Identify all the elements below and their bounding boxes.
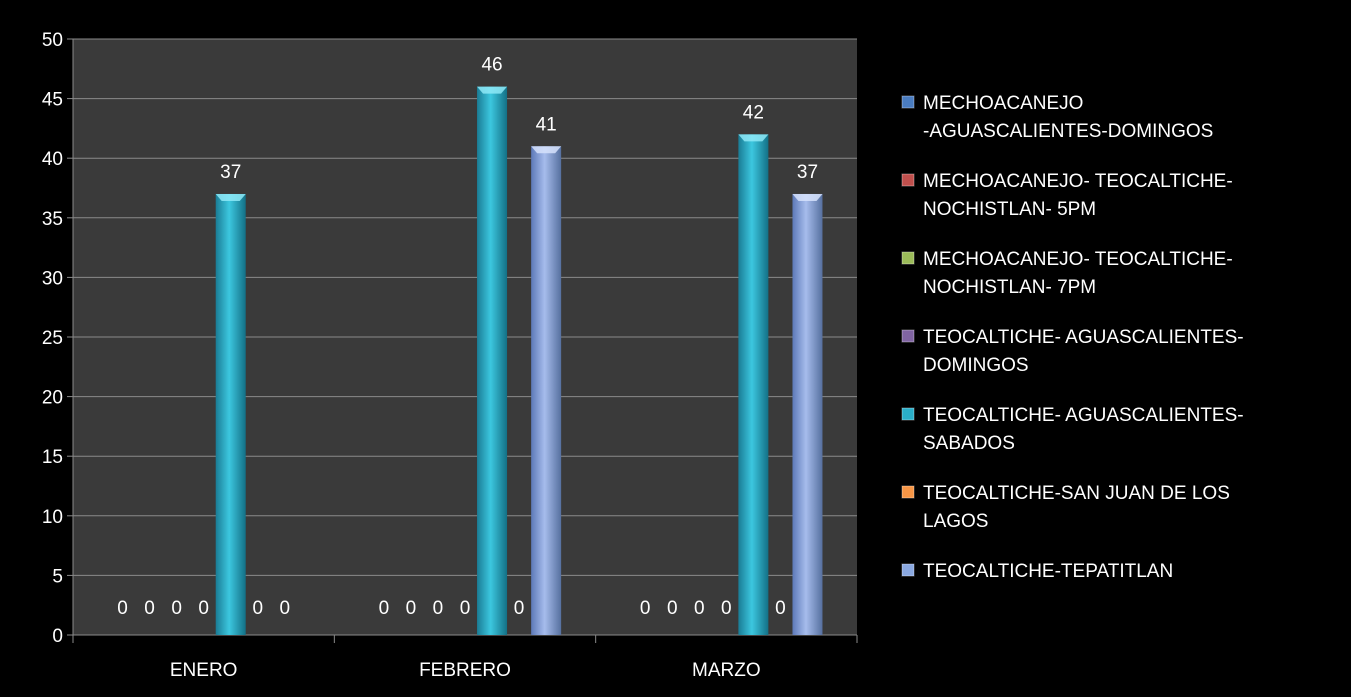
legend-label: TEOCALTICHE- AGUASCALIENTES-SABADOS xyxy=(923,405,1244,454)
legend-label: MECHOACANEJO- TEOCALTICHE-NOCHISTLAN- 7P… xyxy=(923,249,1233,298)
data-label: 0 xyxy=(171,598,182,619)
data-label: 0 xyxy=(721,598,732,619)
data-label: 0 xyxy=(694,598,705,619)
y-tick-label: 35 xyxy=(42,209,63,230)
legend-label: TEOCALTICHE-TEPATITLAN xyxy=(923,561,1173,582)
data-label: 0 xyxy=(117,598,128,619)
legend: MECHOACANEJO -AGUASCALIENTES-DOMINGOS MECH… xyxy=(901,93,1244,582)
data-label: 0 xyxy=(640,598,651,619)
legend-swatch xyxy=(901,95,915,109)
data-label: 0 xyxy=(280,598,291,619)
legend-swatch xyxy=(901,485,915,499)
data-label: 41 xyxy=(536,114,557,135)
y-tick-label: 0 xyxy=(52,626,63,647)
data-label: 0 xyxy=(252,598,263,619)
legend-label: TEOCALTICHE- AGUASCALIENTES-DOMINGOS xyxy=(923,327,1244,376)
bar xyxy=(477,86,508,636)
bar xyxy=(792,193,823,635)
legend-swatch xyxy=(901,251,915,265)
x-tick-label: MARZO xyxy=(692,660,761,681)
y-tick-label: 10 xyxy=(42,507,63,528)
y-tick-label: 30 xyxy=(42,268,63,289)
data-label: 37 xyxy=(220,162,241,183)
gridlines xyxy=(73,38,857,576)
y-tick-label: 15 xyxy=(42,447,63,468)
x-tick-label: ENERO xyxy=(170,660,238,681)
data-label: 37 xyxy=(797,162,818,183)
data-label: 46 xyxy=(481,55,502,76)
legend-label: MECHOACANEJO- TEOCALTICHE-NOCHISTLAN- 5P… xyxy=(923,171,1233,220)
legend-swatch xyxy=(901,173,915,187)
bar-cap xyxy=(215,193,246,201)
data-label: 0 xyxy=(433,598,444,619)
bar-cap xyxy=(738,134,769,142)
x-tick-label: FEBRERO xyxy=(419,660,511,681)
y-tick-label: 20 xyxy=(42,388,63,409)
legend-label: MECHOACANEJO -AGUASCALIENTES-DOMINGOS xyxy=(923,93,1213,142)
data-label: 0 xyxy=(460,598,471,619)
bar-cap xyxy=(477,86,508,94)
bar-cap xyxy=(531,146,562,154)
bar-cap xyxy=(792,193,823,201)
y-tick-label: 50 xyxy=(42,30,63,51)
data-label: 0 xyxy=(514,598,525,619)
data-label: 0 xyxy=(198,598,209,619)
y-tick-label: 40 xyxy=(42,149,63,170)
data-label: 0 xyxy=(379,598,390,619)
bar xyxy=(738,134,769,636)
data-label: 0 xyxy=(406,598,417,619)
legend-label: TEOCALTICHE-SAN JUAN DE LOS LAGOS xyxy=(923,483,1230,532)
data-label: 0 xyxy=(775,598,786,619)
data-label: 0 xyxy=(144,598,155,619)
legend-swatch xyxy=(901,563,915,577)
bar xyxy=(531,146,562,635)
legend-swatch xyxy=(901,407,915,421)
data-label: 0 xyxy=(667,598,678,619)
legend-swatch xyxy=(901,329,915,343)
y-tick-label: 5 xyxy=(52,566,63,587)
y-tick-label: 25 xyxy=(42,328,63,349)
y-tick-label: 45 xyxy=(42,90,63,111)
bars xyxy=(215,86,823,636)
bar xyxy=(215,193,246,635)
axes: 0 5 10 15 20 25 30 35 40 45 50 ENERO FEBRERO MARZO xyxy=(42,30,858,681)
data-label: 42 xyxy=(743,102,764,123)
